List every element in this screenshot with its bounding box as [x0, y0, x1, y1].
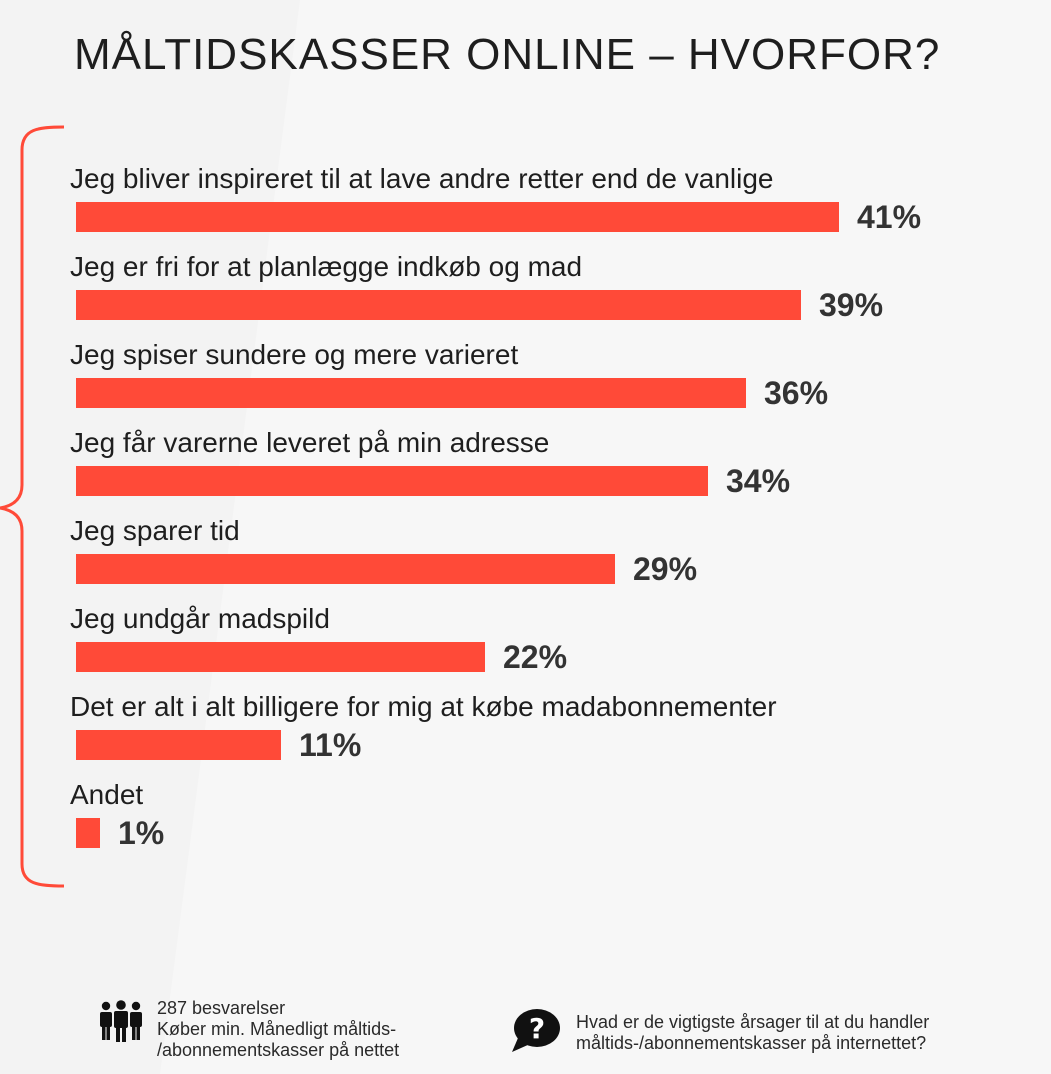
respondents-count: 287 besvarelser [157, 998, 286, 1018]
respondents-criteria-line-1: Køber min. Månedligt måltids- [157, 1019, 397, 1039]
bar [76, 642, 485, 672]
bar-label: Jeg undgår madspild [70, 603, 330, 634]
bar-label: Jeg spiser sundere og mere varieret [70, 339, 519, 370]
bar-label: Det er alt i alt billigere for mig at kø… [70, 691, 777, 722]
people-group-icon [100, 1000, 142, 1042]
bar-label: Jeg får varerne leveret på min adresse [70, 427, 550, 458]
bar [76, 202, 839, 232]
bar-value-label: 29% [633, 551, 698, 587]
bar [76, 378, 746, 408]
bar [76, 554, 615, 584]
bar [76, 290, 801, 320]
respondents-criteria-line-2: /abonnementskasser på nettet [157, 1040, 400, 1060]
question-bubble-icon: ? [512, 1009, 560, 1052]
bar [76, 466, 708, 496]
left-brace [0, 125, 65, 888]
bar [76, 730, 281, 760]
bar-value-label: 1% [118, 815, 165, 851]
bar-value-label: 34% [726, 463, 791, 499]
bar-value-label: 22% [503, 639, 568, 675]
page-title: MÅLTIDSKASSER ONLINE – HVORFOR? [74, 30, 941, 79]
bar-value-label: 41% [857, 199, 922, 235]
bar-label: Jeg sparer tid [70, 515, 240, 546]
respondents-info: 287 besvarelser Køber min. Månedligt mål… [157, 998, 399, 1061]
bar-value-label: 36% [764, 375, 829, 411]
survey-question-line-1: Hvad er de vigtigste årsager til at du h… [576, 1012, 930, 1032]
survey-question: Hvad er de vigtigste årsager til at du h… [576, 1012, 929, 1054]
bar-label: Jeg er fri for at planlægge indkøb og ma… [70, 251, 583, 282]
survey-question-line-2: måltids-/abonnementskasser på internette… [576, 1033, 927, 1053]
bar [76, 818, 100, 848]
bar-label: Jeg bliver inspireret til at lave andre … [70, 163, 774, 194]
bar-value-label: 39% [819, 287, 884, 323]
bar-label: Andet [70, 779, 144, 810]
svg-text:?: ? [529, 1012, 545, 1045]
bar-value-label: 11% [299, 727, 362, 763]
